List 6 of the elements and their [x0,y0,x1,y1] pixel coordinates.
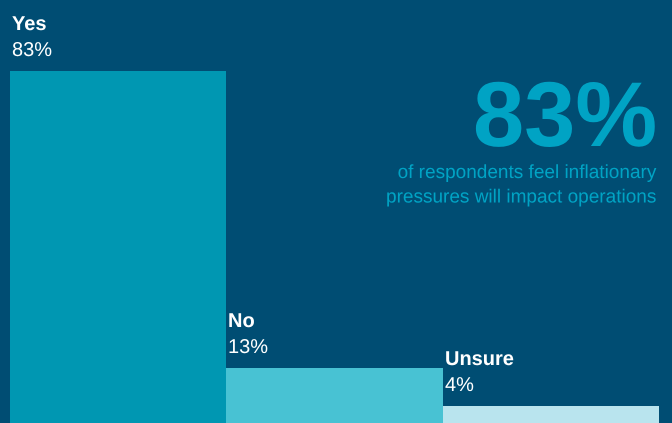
x-tick-label: Unsure [445,348,514,370]
x-tick-label: No [228,310,255,332]
data-label: 4% [445,374,474,396]
x-tick-label: Yes [12,13,46,35]
data-label: 83% [12,39,52,61]
data-label: 13% [228,336,268,358]
